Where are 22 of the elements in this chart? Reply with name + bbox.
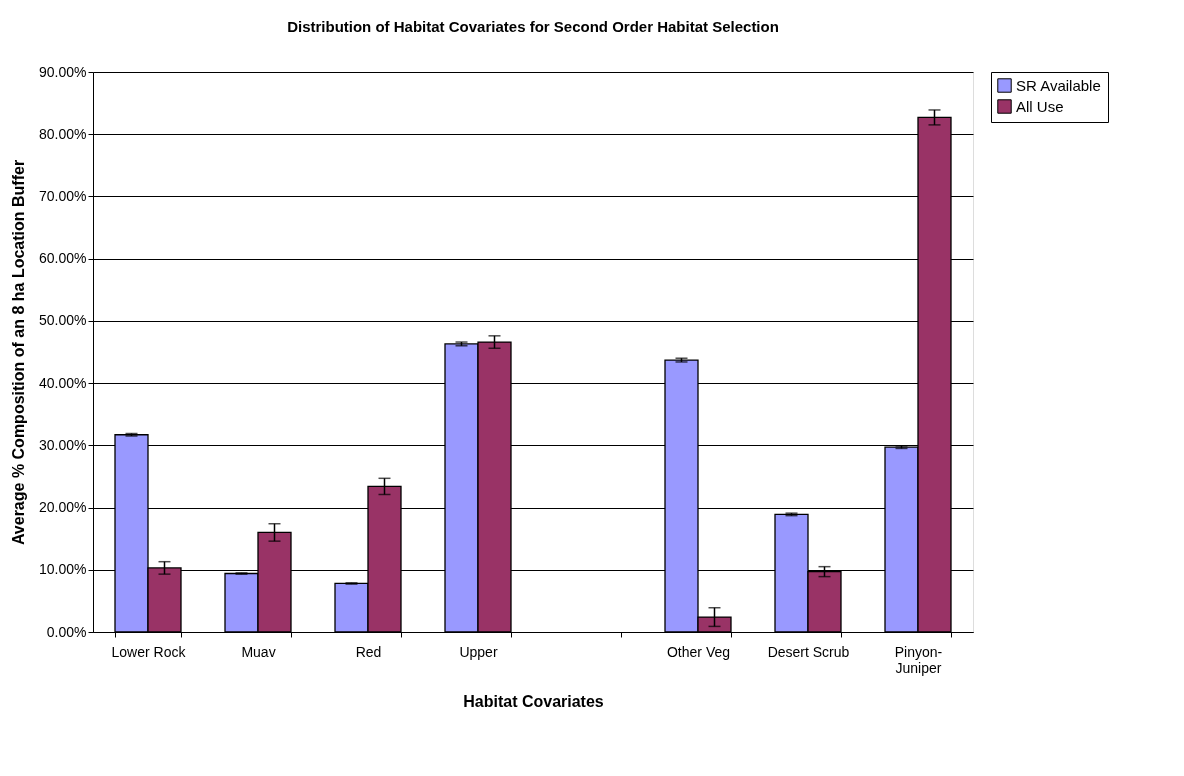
y-tick-label: 50.00% xyxy=(39,312,87,329)
y-tick-label: 80.00% xyxy=(39,125,87,142)
x-tick-label: Red xyxy=(355,643,382,660)
y-tick-label: 90.00% xyxy=(39,63,87,80)
x-tick-label: Pinyon-Juniper xyxy=(894,643,943,676)
y-tick-label: 40.00% xyxy=(39,374,87,391)
y-tick-label: 20.00% xyxy=(39,499,87,516)
x-tick-label: Other Veg xyxy=(666,643,731,660)
y-tick-label: 60.00% xyxy=(39,250,87,267)
y-tick-label: 10.00% xyxy=(39,561,87,578)
y-tick-label: 0.00% xyxy=(46,623,87,640)
chart-title: Distribution of Habitat Covariates for Second Order Habitat Selection xyxy=(287,18,779,35)
x-axis-title: Habitat Covariates xyxy=(463,692,604,710)
x-tick-label: Desert Scrub xyxy=(767,643,850,660)
y-tick-label: 30.00% xyxy=(39,436,87,453)
legend-label: SR Available xyxy=(1016,76,1101,94)
y-tick-label: 70.00% xyxy=(39,187,87,204)
legend-label: All Use xyxy=(1016,97,1064,115)
x-tick-label: Upper xyxy=(459,643,498,660)
y-axis-title: Average % Composition of an 8 ha Location Buffer xyxy=(10,159,28,546)
x-tick-label: Muav xyxy=(241,643,276,660)
x-tick-label: Lower Rock xyxy=(111,643,187,660)
